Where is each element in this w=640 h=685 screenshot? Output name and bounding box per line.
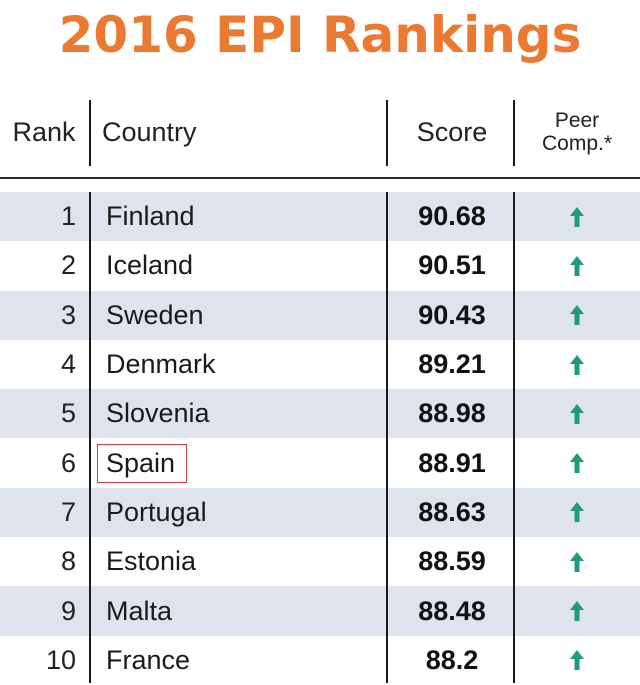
column-header-peer-comp: Peer Comp.* [514,98,640,166]
rank-cell: 9 [60,595,76,626]
table-row: 4 Denmark 89.21 [0,340,640,389]
peer-comp-cell [514,241,640,290]
rank-cell: 10 [45,644,76,675]
up-arrow-icon [570,255,584,276]
table-row: 1 Finland 90.68 [0,192,640,242]
rank-cell: 6 [60,447,76,478]
table-row: 2 Iceland 90.51 [0,241,640,290]
country-cell: France [106,644,191,675]
score-cell: 88.48 [418,595,486,626]
rank-cell: 8 [60,546,76,577]
table-row: 6 Spain 88.91 [0,438,640,487]
score-cell: 90.43 [418,299,486,330]
body-divider-score [513,192,515,683]
peer-comp-cell [514,636,640,685]
table-header: Rank Country Score Peer Comp.* [0,98,640,166]
peer-comp-cell [514,488,640,537]
up-arrow-icon [570,601,584,622]
country-cell: Slovenia [106,398,210,429]
peer-comp-cell [514,537,640,586]
rank-cell: 5 [60,398,76,429]
rank-cell: 3 [60,299,76,330]
rank-cell: 7 [60,496,76,527]
peer-comp-cell [514,340,640,389]
rank-cell: 2 [60,250,76,281]
score-cell: 90.51 [418,250,486,281]
header-divider-rank [89,100,91,166]
country-cell: Malta [106,595,173,626]
page-title: 2016 EPI Rankings [58,6,582,64]
column-header-peer-line2: Comp.* [541,132,613,155]
peer-comp-cell [514,192,640,241]
header-divider-country [386,100,388,166]
up-arrow-icon [570,453,584,474]
column-header-score: Score [416,116,488,147]
score-cell: 88.91 [418,447,486,478]
score-cell: 88.98 [418,398,486,429]
table-row: 8 Estonia 88.59 [0,537,640,586]
country-cell: Finland [106,201,195,232]
header-divider-score [513,100,515,166]
score-cell: 89.21 [418,349,486,380]
score-cell: 90.68 [418,201,486,232]
table-row: 3 Sweden 90.43 [0,290,640,340]
table-row: 7 Portugal 88.63 [0,487,640,538]
up-arrow-icon [570,354,584,375]
up-arrow-icon [570,403,584,424]
country-cell: Denmark [106,349,216,380]
country-cell: Iceland [106,250,194,281]
up-arrow-icon [570,551,584,572]
peer-comp-cell [514,389,640,438]
up-arrow-icon [570,305,584,326]
header-rule [0,177,640,179]
country-cell: Estonia [106,546,197,577]
table-row: 10 France 88.2 [0,636,640,685]
column-header-country: Country [102,116,197,147]
score-cell: 88.59 [418,546,486,577]
rankings-table: 1 Finland 90.68 2 Iceland 90.51 3 Sweden 90.43 4 D… [0,192,640,685]
body-divider-country [386,192,388,683]
rank-cell: 1 [60,201,76,232]
country-cell: Spain [106,447,176,478]
up-arrow-icon [570,650,584,671]
country-cell: Portugal [106,496,207,527]
table-row: 5 Slovenia 88.98 [0,389,640,439]
up-arrow-icon [570,206,584,227]
score-cell: 88.63 [418,496,486,527]
highlight-box [97,444,187,483]
score-cell: 88.2 [425,644,479,675]
column-header-rank: Rank [12,116,76,147]
body-divider-rank [89,192,91,683]
peer-comp-cell [514,438,640,487]
rank-cell: 4 [60,349,76,380]
peer-comp-cell [514,291,640,340]
column-header-peer-line1: Peer [554,109,600,132]
country-cell: Sweden [106,299,204,330]
peer-comp-cell [514,586,640,635]
table-row: 9 Malta 88.48 [0,586,640,636]
up-arrow-icon [570,502,584,523]
